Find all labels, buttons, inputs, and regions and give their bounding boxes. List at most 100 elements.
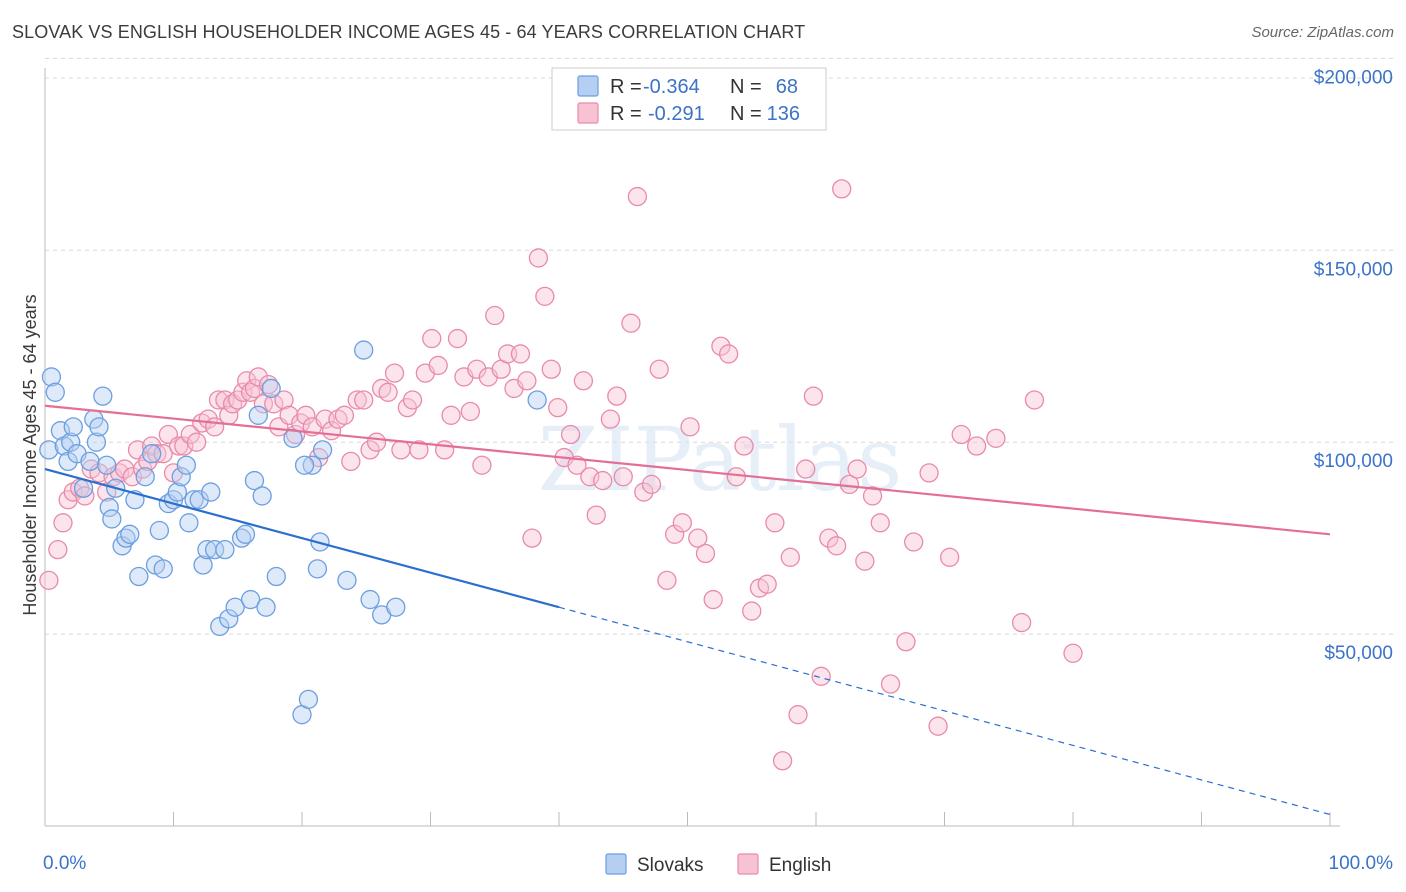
data-point — [1063, 643, 1083, 663]
data-point — [171, 467, 191, 487]
data-point — [904, 532, 924, 552]
trend-line-english — [44, 404, 1331, 536]
data-point — [93, 386, 113, 406]
data-point — [219, 609, 239, 629]
series-legend: Slovaks English — [605, 853, 831, 876]
data-point — [460, 401, 480, 422]
legend-swatch-english — [577, 102, 599, 124]
y-tick-label: $50,000 — [1324, 643, 1393, 664]
data-point — [334, 405, 355, 425]
data-point — [208, 390, 229, 410]
data-point — [235, 524, 256, 544]
axes — [44, 68, 1340, 827]
data-point — [86, 432, 107, 452]
data-point — [896, 632, 916, 652]
x-tick-label-end: 100.0% — [1329, 853, 1394, 874]
data-point — [855, 551, 875, 571]
data-point — [61, 432, 81, 452]
data-point — [847, 459, 867, 479]
data-point — [248, 367, 268, 387]
data-point — [880, 674, 901, 694]
data-point — [688, 528, 708, 548]
data-point — [296, 405, 316, 425]
data-point — [248, 405, 268, 425]
data-point — [928, 716, 948, 736]
data-point — [384, 363, 405, 383]
data-point — [607, 386, 627, 406]
data-point — [53, 513, 73, 533]
data-point — [627, 186, 648, 207]
data-point — [244, 470, 265, 491]
trend-line-slovaks-extrapolated — [558, 606, 1331, 816]
data-point — [409, 440, 429, 460]
data-point — [472, 455, 492, 475]
correlation-legend: R = -0.364 N = 68 R = -0.291 N = 136 — [551, 67, 827, 131]
data-point — [780, 547, 800, 567]
data-point — [142, 444, 162, 464]
data-point — [819, 528, 839, 548]
data-point — [256, 597, 276, 617]
legend-n-label-slovaks: N = — [730, 76, 762, 98]
data-point — [586, 505, 606, 525]
trend-line-slovaks — [44, 467, 560, 609]
y-tick-label: $100,000 — [1314, 451, 1393, 472]
data-point — [703, 589, 723, 610]
data-point — [176, 455, 197, 475]
data-point — [695, 543, 716, 564]
data-point — [97, 455, 117, 475]
data-point — [168, 436, 189, 456]
data-point — [726, 467, 746, 487]
source-credit: Source: ZipAtlas.com — [1251, 24, 1394, 41]
data-point — [718, 344, 739, 364]
english-points — [39, 179, 1083, 771]
data-point — [240, 589, 261, 610]
data-point — [193, 555, 213, 575]
bottom-legend-english: English — [769, 855, 831, 876]
data-point — [366, 432, 387, 452]
data-point — [48, 540, 68, 560]
data-point — [796, 459, 816, 479]
data-point — [826, 536, 847, 556]
data-point — [734, 436, 754, 456]
data-point — [80, 451, 100, 472]
data-point — [233, 382, 253, 402]
legend-n-label-english: N = — [730, 103, 762, 125]
data-point — [63, 417, 83, 437]
data-point — [189, 490, 209, 510]
data-point — [742, 601, 762, 621]
data-point — [75, 486, 95, 506]
data-point — [447, 328, 468, 349]
trend-lines — [44, 404, 1331, 816]
data-point — [204, 540, 225, 560]
data-point — [153, 559, 173, 579]
data-point — [560, 424, 581, 445]
legend-n-value-english: 136 — [767, 103, 800, 125]
legend-r-value-slovaks: -0.364 — [643, 76, 700, 98]
data-point — [441, 405, 461, 425]
legend-r-label-slovaks: R = — [610, 76, 642, 98]
legend-r-value-english: -0.291 — [648, 103, 705, 125]
data-point — [788, 705, 808, 725]
chart-title: SLOVAK VS ENGLISH HOUSEHOLDER INCOME AGE… — [12, 22, 806, 42]
data-point — [135, 467, 155, 487]
data-point — [129, 566, 149, 587]
data-point — [613, 467, 633, 487]
data-point — [672, 513, 693, 533]
data-point — [951, 424, 971, 445]
data-point — [225, 597, 245, 617]
data-point — [803, 386, 824, 406]
data-point — [641, 474, 662, 495]
data-point — [179, 513, 199, 533]
y-tick-label: $150,000 — [1314, 259, 1393, 280]
data-point — [402, 390, 423, 410]
data-point — [312, 440, 333, 460]
data-point — [337, 570, 357, 591]
data-point — [298, 689, 319, 709]
data-point — [307, 559, 328, 579]
x-tick-labels: 0.0% 100.0% — [43, 853, 1393, 874]
data-point — [39, 570, 59, 591]
bottom-legend-slovaks: Slovaks — [637, 855, 704, 876]
data-point — [302, 455, 322, 475]
data-point — [517, 371, 537, 391]
data-point — [237, 371, 257, 391]
